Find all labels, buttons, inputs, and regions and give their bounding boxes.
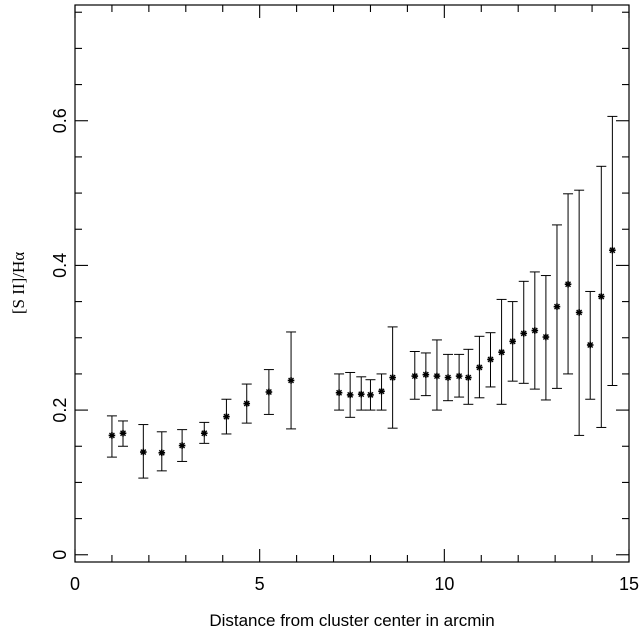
data-point bbox=[543, 334, 550, 341]
y-tick-label: 0 bbox=[50, 550, 70, 560]
data-point bbox=[609, 247, 616, 254]
data-point bbox=[378, 388, 385, 395]
axis-tick-labels: 0 5 10 15 0 0.2 0.4 0.6 bbox=[50, 108, 639, 594]
data-point bbox=[509, 338, 516, 345]
data-point bbox=[476, 364, 483, 371]
data-point bbox=[336, 389, 343, 396]
data-point bbox=[445, 374, 452, 381]
data-point bbox=[532, 327, 539, 334]
data-point bbox=[598, 293, 605, 300]
data-point bbox=[266, 389, 273, 396]
y-tick-label: 0.6 bbox=[50, 108, 70, 133]
data-point bbox=[358, 391, 365, 398]
data-point bbox=[456, 373, 463, 380]
data-point bbox=[201, 430, 208, 437]
data-point bbox=[223, 413, 230, 420]
data-point bbox=[243, 400, 250, 407]
data-point bbox=[520, 330, 527, 337]
data-point bbox=[347, 392, 354, 399]
data-point bbox=[140, 449, 147, 456]
error-bars bbox=[107, 116, 617, 478]
y-axis-title: [S II]/Hα bbox=[9, 252, 28, 314]
data-point bbox=[587, 342, 594, 349]
data-point bbox=[367, 392, 374, 399]
x-tick-label: 15 bbox=[619, 574, 639, 594]
data-points bbox=[109, 247, 616, 456]
data-point bbox=[179, 442, 186, 449]
y-tick-label: 0.2 bbox=[50, 398, 70, 423]
data-point bbox=[158, 449, 165, 456]
data-point bbox=[109, 432, 116, 439]
x-tick-label: 5 bbox=[255, 574, 265, 594]
data-point bbox=[389, 374, 396, 381]
x-axis-title: Distance from cluster center in arcmin bbox=[209, 611, 494, 630]
x-tick-label: 10 bbox=[434, 574, 454, 594]
data-point bbox=[498, 349, 505, 356]
y-tick-label: 0.4 bbox=[50, 253, 70, 278]
data-point bbox=[554, 303, 561, 310]
data-point bbox=[411, 373, 418, 380]
data-point bbox=[576, 309, 583, 316]
data-point bbox=[565, 281, 572, 288]
data-point bbox=[465, 374, 472, 381]
data-point bbox=[120, 430, 127, 437]
data-point bbox=[487, 356, 494, 363]
data-point bbox=[288, 377, 295, 384]
data-point bbox=[423, 371, 430, 378]
x-tick-label: 0 bbox=[70, 574, 80, 594]
data-point bbox=[434, 373, 441, 380]
